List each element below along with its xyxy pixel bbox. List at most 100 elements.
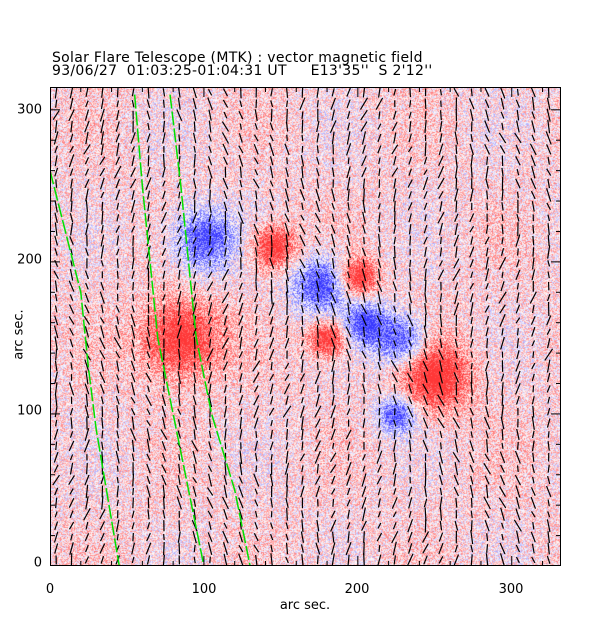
field-vector bbox=[347, 395, 350, 405]
field-vector bbox=[531, 556, 536, 564]
field-vector bbox=[316, 120, 320, 133]
field-vector bbox=[547, 156, 550, 165]
field-vector bbox=[285, 234, 289, 248]
field-vector bbox=[239, 271, 243, 278]
field-vector bbox=[116, 430, 120, 439]
field-vector bbox=[223, 508, 228, 520]
field-vector bbox=[408, 121, 412, 133]
field-vector bbox=[454, 282, 459, 291]
field-vector bbox=[530, 487, 536, 496]
field-vector bbox=[346, 317, 351, 324]
field-vector bbox=[393, 340, 397, 347]
field-vector bbox=[191, 440, 199, 452]
field-vector bbox=[330, 510, 336, 519]
field-vector bbox=[501, 442, 504, 449]
field-vector bbox=[146, 351, 151, 359]
field-vector bbox=[377, 511, 382, 518]
field-vector bbox=[115, 189, 121, 201]
green-contour-line bbox=[133, 94, 205, 566]
field-vector bbox=[516, 191, 519, 199]
field-vector bbox=[85, 131, 89, 145]
field-vector bbox=[362, 292, 366, 303]
field-vector bbox=[485, 294, 489, 301]
field-vector bbox=[422, 417, 429, 429]
field-vector bbox=[301, 326, 304, 337]
field-vector bbox=[531, 165, 536, 179]
field-vector bbox=[130, 167, 136, 178]
field-vector bbox=[530, 155, 536, 167]
field-vector bbox=[452, 268, 461, 282]
field-vector bbox=[363, 236, 365, 245]
field-vector bbox=[301, 428, 304, 441]
field-vector bbox=[269, 202, 274, 211]
field-vector bbox=[69, 133, 74, 143]
field-vector bbox=[147, 314, 150, 326]
field-vector bbox=[161, 405, 167, 418]
field-vector bbox=[516, 88, 519, 96]
field-vector bbox=[332, 315, 335, 326]
field-vector bbox=[54, 543, 59, 554]
field-vector bbox=[253, 234, 259, 247]
field-vector bbox=[69, 97, 74, 110]
field-vector bbox=[330, 291, 337, 304]
field-vector bbox=[301, 134, 304, 142]
field-vector bbox=[223, 522, 228, 529]
field-vector bbox=[208, 213, 212, 222]
field-vector bbox=[239, 337, 243, 350]
x-tick-label: 100 bbox=[191, 582, 217, 597]
field-vector bbox=[469, 451, 475, 464]
field-vector bbox=[208, 145, 212, 154]
field-vector bbox=[346, 499, 351, 507]
field-vector bbox=[178, 191, 181, 199]
field-vector bbox=[484, 120, 491, 133]
field-vector bbox=[299, 97, 306, 111]
field-vector bbox=[299, 258, 306, 269]
field-vector bbox=[54, 487, 59, 496]
field-vector bbox=[85, 100, 89, 108]
field-vector bbox=[193, 337, 196, 350]
field-vector bbox=[209, 556, 211, 564]
field-vector bbox=[470, 431, 473, 438]
field-vector bbox=[269, 134, 274, 142]
field-vector bbox=[208, 430, 212, 439]
field-vector bbox=[440, 442, 442, 450]
field-vector bbox=[208, 178, 212, 189]
field-vector bbox=[269, 337, 275, 349]
field-vector bbox=[300, 177, 305, 190]
field-vector bbox=[455, 144, 458, 155]
field-vector bbox=[146, 439, 151, 453]
field-vector bbox=[101, 441, 104, 451]
field-vector bbox=[116, 316, 120, 325]
field-vector bbox=[531, 201, 535, 212]
field-vector bbox=[378, 374, 381, 381]
field-vector bbox=[176, 225, 182, 233]
field-vector bbox=[423, 224, 428, 234]
field-vector bbox=[361, 155, 367, 167]
field-vector bbox=[316, 531, 320, 543]
field-vector bbox=[300, 305, 304, 313]
field-vector bbox=[516, 282, 520, 290]
field-vector bbox=[330, 542, 336, 555]
field-vector bbox=[408, 543, 413, 554]
field-vector bbox=[531, 340, 536, 347]
field-vector bbox=[301, 475, 304, 485]
field-vector bbox=[345, 429, 352, 440]
field-vector bbox=[238, 531, 243, 543]
field-vector bbox=[254, 440, 259, 451]
field-vector bbox=[207, 88, 213, 96]
field-vector bbox=[409, 100, 412, 108]
field-vector bbox=[378, 327, 381, 337]
field-vector bbox=[485, 382, 489, 396]
field-vector bbox=[424, 111, 427, 120]
field-vector bbox=[145, 394, 152, 407]
field-vector bbox=[270, 522, 274, 530]
field-vector bbox=[161, 394, 167, 407]
field-vector bbox=[422, 383, 429, 395]
field-vector bbox=[407, 179, 413, 188]
field-vector bbox=[407, 372, 414, 383]
field-vector bbox=[453, 554, 460, 566]
field-vector bbox=[530, 178, 537, 190]
field-vector bbox=[532, 521, 535, 530]
field-vector bbox=[162, 328, 166, 336]
